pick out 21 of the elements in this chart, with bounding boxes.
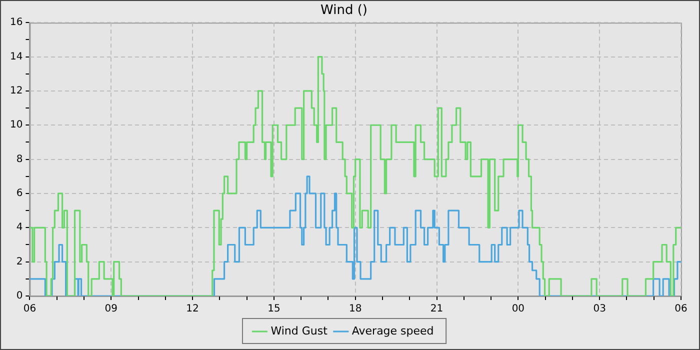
x-tick-label: 09	[104, 304, 118, 315]
legend-label: Wind Gust	[270, 324, 328, 338]
chart-title: Wind ()	[320, 3, 368, 18]
y-tick-label: 16	[10, 17, 23, 28]
x-tick-label: 12	[186, 304, 199, 315]
x-tick-label: 21	[430, 304, 444, 315]
y-tick-label: 6	[16, 188, 23, 200]
y-tick-label: 14	[10, 51, 23, 62]
y-tick-label: 8	[16, 154, 23, 165]
x-tick-label: 00	[512, 304, 525, 315]
x-tick-label: 15	[268, 304, 280, 315]
y-tick-label: 4	[16, 222, 23, 234]
y-tick-label: 2	[16, 256, 23, 268]
x-tick-label: 18	[348, 304, 362, 315]
y-tick-label: 0	[16, 290, 23, 302]
y-tick-label: 10	[10, 120, 23, 131]
x-tick-label: 03	[593, 304, 606, 315]
y-tick-label: 12	[10, 86, 23, 97]
x-tick-label: 06	[23, 304, 36, 315]
x-tick-label: 06	[674, 304, 688, 315]
legend-label: Average speed	[352, 324, 434, 338]
